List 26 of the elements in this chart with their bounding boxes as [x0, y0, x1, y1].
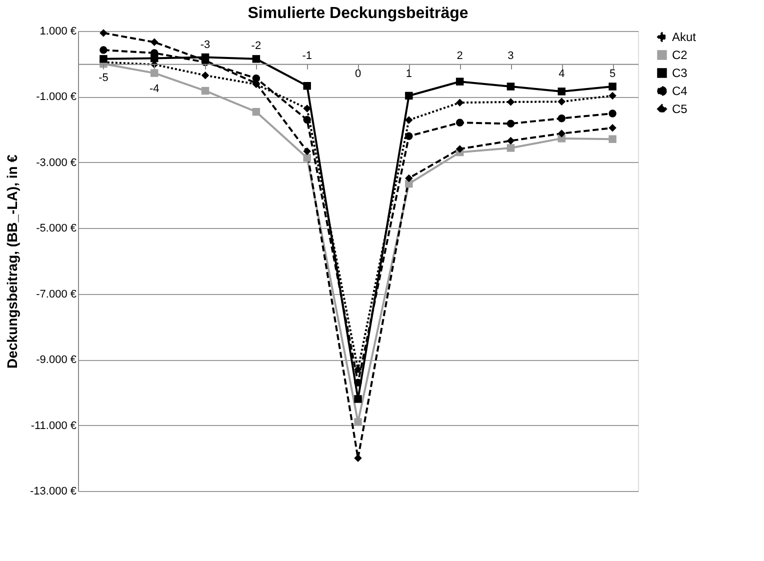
- x-tick-label: -5: [98, 72, 108, 84]
- x-tick-label: 4: [558, 68, 565, 80]
- y-tick-label: -3.000 €: [36, 156, 76, 169]
- y-tick-label: -9.000 €: [36, 354, 76, 366]
- legend-label: C3: [672, 66, 688, 80]
- y-tick-label: -1.000 €: [36, 91, 76, 104]
- legend-label: C5: [672, 102, 688, 116]
- x-tick-label: -4: [149, 82, 160, 95]
- y-tick-label: -13.000 €: [30, 486, 76, 498]
- x-tick-label: 3: [508, 50, 514, 62]
- legend-label: C4: [672, 84, 688, 98]
- x-tick-label: -3: [200, 38, 210, 51]
- x-tick-label: 5: [609, 68, 616, 80]
- y-tick-label: -5.000 €: [36, 222, 76, 235]
- x-tick-label: 0: [354, 68, 362, 80]
- x-tick-label: -1: [302, 50, 312, 62]
- y-tick-label: -7.000 €: [36, 288, 76, 300]
- chart-title: Simulierte Deckungsbeiträge: [248, 5, 468, 22]
- x-tick-label: -2: [251, 40, 262, 52]
- x-tick-label: 1: [406, 68, 412, 80]
- y-tick-label: 1.000 €: [40, 26, 76, 38]
- legend-label: C2: [672, 48, 688, 62]
- legend-label: Akut: [672, 30, 697, 44]
- y-tick-label: -11.000 €: [30, 420, 76, 432]
- x-tick-label: 2: [456, 50, 463, 62]
- y-axis-title: Deckungsbeitrag, (BB_-LA), in €: [4, 154, 20, 368]
